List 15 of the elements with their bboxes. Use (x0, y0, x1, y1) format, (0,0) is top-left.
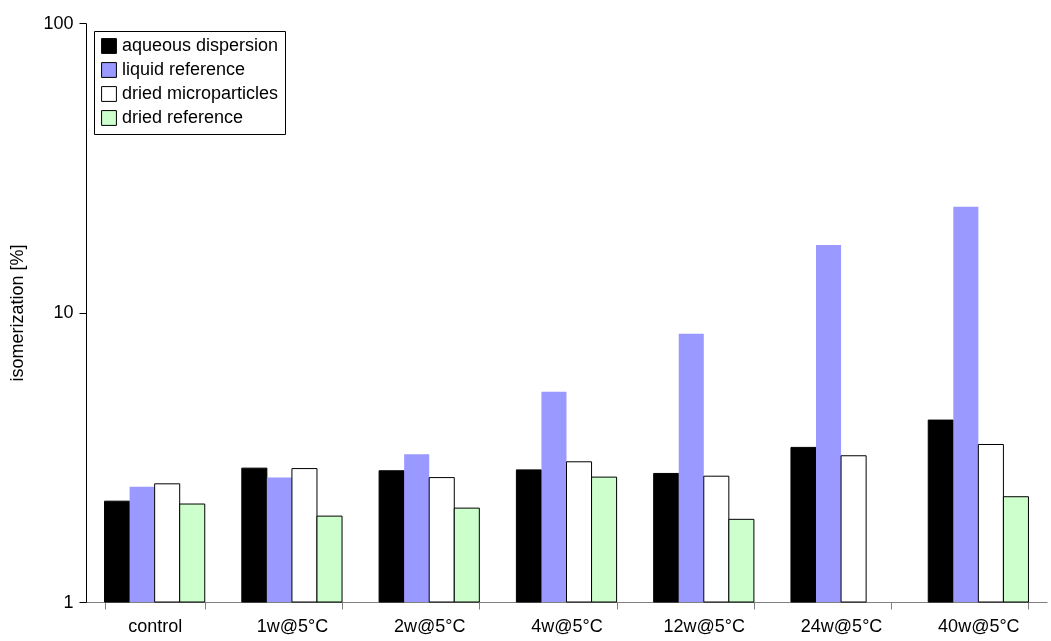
x-tick-label: 40w@5°C (938, 615, 1020, 636)
x-tick-label: 2w@5°C (393, 615, 466, 636)
x-tick-label: 24w@5°C (800, 615, 883, 636)
y-tick-label: 1 (63, 591, 74, 612)
legend-label: aqueous dispersion (122, 35, 279, 55)
x-tick-label: 12w@5°C (663, 615, 746, 636)
y-axis-title: isomerization [%] (7, 244, 28, 382)
legend-label: dried microparticles (122, 83, 279, 103)
y-tick-label: 10 (53, 302, 74, 322)
legend-label: liquid reference (122, 59, 246, 79)
y-tick-label: 100 (43, 12, 74, 33)
x-tick-label: 4w@5°C (531, 615, 603, 636)
x-tick-label: 1w@5°C (256, 615, 329, 636)
legend-label: dried reference (122, 107, 244, 127)
x-tick-label: control (128, 615, 183, 636)
